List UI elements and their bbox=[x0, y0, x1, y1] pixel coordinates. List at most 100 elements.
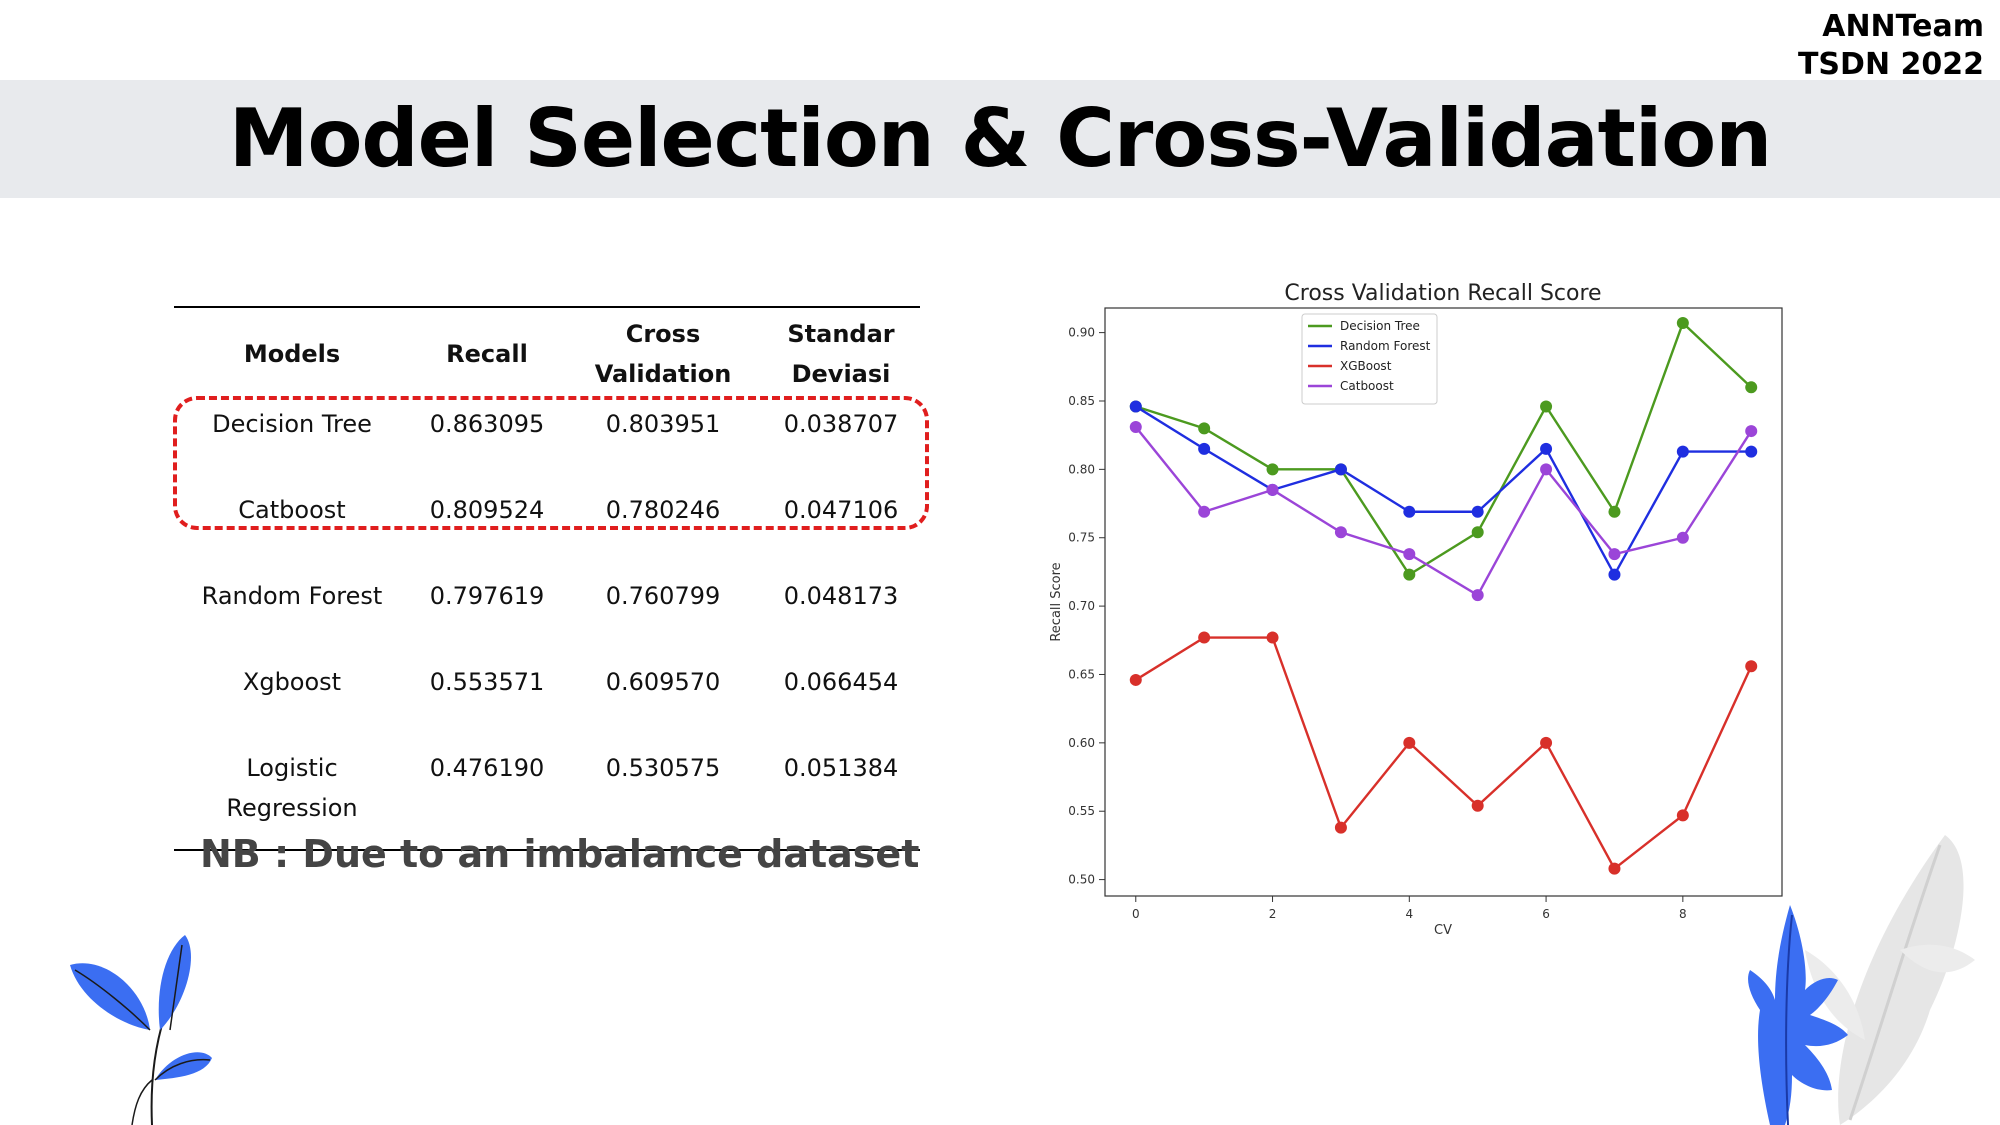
chart-legend: Decision Tree Random Forest XGBoost Catboos… bbox=[1301, 313, 1438, 405]
y-axis: 0.50 0.55 0.60 0.65 0.70 0.75 0.80 0.85 0.90 bbox=[1068, 326, 1105, 887]
data-point-decision-tree bbox=[1745, 381, 1758, 394]
data-point-xgboost bbox=[1198, 631, 1211, 644]
cell-cv: 0.760799 bbox=[605, 582, 721, 610]
plant-leaves-left-icon bbox=[70, 935, 212, 1125]
y-tick-label: 0.60 bbox=[1068, 736, 1095, 750]
legend-label: Catboost bbox=[1340, 379, 1394, 393]
y-tick-label: 0.50 bbox=[1068, 873, 1095, 887]
top-models-highlight bbox=[173, 396, 929, 530]
cell-cv: 0.530575 bbox=[564, 744, 762, 851]
data-point-random-forest bbox=[1676, 445, 1689, 458]
table-row: Catboost 0.809524 0.780246 0.047106 bbox=[174, 486, 920, 572]
data-point-random-forest bbox=[1745, 445, 1758, 458]
data-point-random-forest bbox=[1334, 463, 1347, 476]
x-tick-label: 4 bbox=[1405, 907, 1413, 921]
series-line-random-forest bbox=[1135, 405, 1752, 578]
y-tick-label: 0.65 bbox=[1068, 667, 1095, 681]
data-point-catboost bbox=[1676, 531, 1689, 544]
data-point-xgboost bbox=[1676, 809, 1689, 822]
y-tick-label: 0.75 bbox=[1068, 531, 1095, 545]
imbalance-note: NB : Due to an imbalance dataset bbox=[200, 832, 920, 876]
cell-recall: 0.797619 bbox=[429, 582, 545, 610]
data-point-decision-tree bbox=[1403, 568, 1416, 581]
y-tick-label: 0.85 bbox=[1068, 394, 1095, 408]
data-point-decision-tree bbox=[1608, 505, 1621, 518]
chart-title: Cross Validation Recall Score bbox=[1284, 281, 1601, 306]
data-point-decision-tree bbox=[1540, 400, 1553, 413]
data-point-catboost bbox=[1198, 505, 1211, 518]
data-point-decision-tree bbox=[1198, 422, 1211, 435]
data-point-catboost bbox=[1471, 589, 1484, 602]
data-point-random-forest bbox=[1129, 400, 1142, 413]
x-tick-label: 2 bbox=[1269, 907, 1277, 921]
header-cross-validation: Cross Validation bbox=[564, 306, 762, 400]
team-label: ANNTeam TSDN 2022 bbox=[1798, 8, 1984, 84]
cell-cv: 0.609570 bbox=[605, 668, 721, 696]
cell-model: Random Forest bbox=[201, 582, 383, 610]
data-point-xgboost bbox=[1334, 821, 1347, 834]
y-tick-label: 0.70 bbox=[1068, 599, 1095, 613]
plant-leaves-right-icon bbox=[1748, 835, 1975, 1125]
cell-model: Xgboost bbox=[242, 668, 342, 696]
table-row: Xgboost 0.553571 0.609570 0.066454 bbox=[174, 658, 920, 744]
data-point-random-forest bbox=[1198, 442, 1211, 455]
cell-recall: 0.553571 bbox=[429, 668, 545, 696]
cell-model: Logistic Regression bbox=[174, 744, 410, 851]
cell-recall: 0.476190 bbox=[410, 744, 564, 851]
title-band: Model Selection & Cross-Validation bbox=[0, 80, 2000, 198]
x-tick-label: 0 bbox=[1132, 907, 1140, 921]
y-axis-label: Recall Score bbox=[1049, 562, 1064, 641]
cell-std: 0.047106 bbox=[783, 496, 899, 524]
plot-frame bbox=[1104, 307, 1783, 897]
data-point-xgboost bbox=[1540, 736, 1553, 749]
legend-label: Decision Tree bbox=[1340, 319, 1420, 333]
data-point-xgboost bbox=[1403, 736, 1416, 749]
x-axis-label: CV bbox=[1434, 923, 1452, 938]
legend-label: Random Forest bbox=[1340, 339, 1431, 353]
data-point-xgboost bbox=[1745, 660, 1758, 673]
cell-cv: 0.780246 bbox=[605, 496, 721, 524]
y-tick-label: 0.80 bbox=[1068, 462, 1095, 476]
data-point-catboost bbox=[1608, 548, 1621, 561]
cell-cv: 0.803951 bbox=[605, 410, 721, 438]
team-name: ANNTeam bbox=[1822, 9, 1984, 44]
table-row: Random Forest 0.797619 0.760799 0.048173 bbox=[174, 572, 920, 658]
table-row: Decision Tree 0.863095 0.803951 0.038707 bbox=[174, 400, 920, 486]
series-layer bbox=[1129, 317, 1758, 875]
cell-std: 0.048173 bbox=[783, 582, 899, 610]
cell-model: Decision Tree bbox=[212, 410, 372, 438]
x-axis: 0 2 4 6 8 bbox=[1132, 896, 1687, 921]
data-point-decision-tree bbox=[1266, 463, 1279, 476]
table-row: Logistic Regression 0.476190 0.530575 0.… bbox=[174, 744, 920, 851]
data-point-random-forest bbox=[1403, 505, 1416, 518]
page-title: Model Selection & Cross-Validation bbox=[228, 92, 1772, 185]
legend-label: XGBoost bbox=[1340, 359, 1392, 373]
cell-std: 0.066454 bbox=[783, 668, 899, 696]
results-table: Models Recall Cross Validation Standar Dev… bbox=[174, 306, 920, 851]
cell-std: 0.038707 bbox=[783, 410, 899, 438]
cell-model: Catboost bbox=[238, 496, 346, 524]
team-event: TSDN 2022 bbox=[1797, 47, 1984, 82]
data-point-xgboost bbox=[1266, 631, 1279, 644]
data-point-catboost bbox=[1540, 463, 1553, 476]
series-line-decision-tree bbox=[1135, 320, 1753, 577]
data-point-catboost bbox=[1266, 483, 1279, 496]
cell-recall: 0.809524 bbox=[429, 496, 545, 524]
x-tick-label: 8 bbox=[1679, 907, 1687, 921]
x-tick-label: 6 bbox=[1542, 907, 1550, 921]
data-point-random-forest bbox=[1540, 442, 1553, 455]
cell-recall: 0.863095 bbox=[429, 410, 545, 438]
legend-box bbox=[1301, 313, 1438, 405]
cell-std: 0.051384 bbox=[762, 744, 920, 851]
data-point-decision-tree bbox=[1471, 526, 1484, 539]
data-point-catboost bbox=[1745, 425, 1758, 438]
header-recall: Recall bbox=[410, 306, 564, 400]
data-point-catboost bbox=[1129, 420, 1142, 433]
data-point-xgboost bbox=[1471, 799, 1484, 812]
data-point-random-forest bbox=[1471, 505, 1484, 518]
series-line-xgboost bbox=[1135, 636, 1753, 871]
header-standar-deviasi: Standar Deviasi bbox=[762, 306, 920, 400]
data-point-decision-tree bbox=[1676, 317, 1689, 330]
data-point-random-forest bbox=[1608, 568, 1621, 581]
table-header-row: Models Recall Cross Validation Standar Dev… bbox=[174, 306, 920, 400]
